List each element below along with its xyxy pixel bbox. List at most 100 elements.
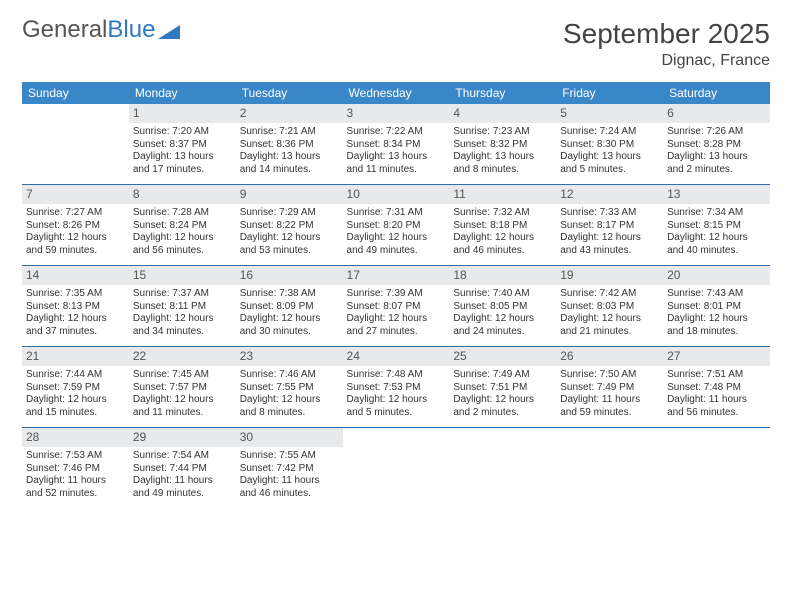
sunrise-text: Sunrise: 7:21 AM: [240, 126, 339, 139]
sunset-text: Sunset: 8:03 PM: [560, 301, 659, 314]
calendar-day-cell: 13Sunrise: 7:34 AMSunset: 8:15 PMDayligh…: [663, 185, 770, 266]
day-number: 7: [22, 185, 129, 204]
sunset-text: Sunset: 7:42 PM: [240, 463, 339, 476]
calendar-day-cell: 1Sunrise: 7:20 AMSunset: 8:37 PMDaylight…: [129, 104, 236, 185]
sunset-text: Sunset: 8:22 PM: [240, 220, 339, 233]
day-number: 16: [236, 266, 343, 285]
daylight-text: Daylight: 13 hours and 8 minutes.: [453, 151, 552, 176]
calendar-week-row: 7Sunrise: 7:27 AMSunset: 8:26 PMDaylight…: [22, 185, 770, 266]
daylight-text: Daylight: 12 hours and 2 minutes.: [453, 394, 552, 419]
day-number: [449, 428, 556, 447]
sunrise-text: Sunrise: 7:32 AM: [453, 207, 552, 220]
month-title: September 2025: [563, 18, 770, 50]
day-number: 18: [449, 266, 556, 285]
day-number: 28: [22, 428, 129, 447]
calendar-day-cell: 3Sunrise: 7:22 AMSunset: 8:34 PMDaylight…: [343, 104, 450, 185]
daylight-text: Daylight: 12 hours and 56 minutes.: [133, 232, 232, 257]
day-number: 6: [663, 104, 770, 123]
calendar-day-cell: 15Sunrise: 7:37 AMSunset: 8:11 PMDayligh…: [129, 266, 236, 347]
sunset-text: Sunset: 8:18 PM: [453, 220, 552, 233]
sunrise-text: Sunrise: 7:26 AM: [667, 126, 766, 139]
sunrise-text: Sunrise: 7:50 AM: [560, 369, 659, 382]
sunset-text: Sunset: 7:57 PM: [133, 382, 232, 395]
daylight-text: Daylight: 13 hours and 2 minutes.: [667, 151, 766, 176]
calendar-day-cell: 5Sunrise: 7:24 AMSunset: 8:30 PMDaylight…: [556, 104, 663, 185]
calendar-day-cell: [449, 428, 556, 509]
sunrise-text: Sunrise: 7:43 AM: [667, 288, 766, 301]
day-number: 4: [449, 104, 556, 123]
day-number: [343, 428, 450, 447]
daylight-text: Daylight: 12 hours and 53 minutes.: [240, 232, 339, 257]
sunrise-text: Sunrise: 7:51 AM: [667, 369, 766, 382]
weekday-header: Monday: [129, 82, 236, 104]
sunset-text: Sunset: 8:05 PM: [453, 301, 552, 314]
sunset-text: Sunset: 8:36 PM: [240, 139, 339, 152]
calendar-day-cell: 7Sunrise: 7:27 AMSunset: 8:26 PMDaylight…: [22, 185, 129, 266]
day-number: 5: [556, 104, 663, 123]
weekday-header: Tuesday: [236, 82, 343, 104]
calendar-day-cell: [343, 428, 450, 509]
sunset-text: Sunset: 8:37 PM: [133, 139, 232, 152]
day-number: 17: [343, 266, 450, 285]
calendar-day-cell: 18Sunrise: 7:40 AMSunset: 8:05 PMDayligh…: [449, 266, 556, 347]
brand-logo: GeneralBlue: [22, 18, 180, 42]
sunset-text: Sunset: 8:15 PM: [667, 220, 766, 233]
weekday-header-row: SundayMondayTuesdayWednesdayThursdayFrid…: [22, 82, 770, 104]
calendar-day-cell: 6 Sunrise: 7:26 AMSunset: 8:28 PMDaylight…: [663, 104, 770, 185]
day-number: 23: [236, 347, 343, 366]
sunset-text: Sunset: 8:34 PM: [347, 139, 446, 152]
day-number: 19: [556, 266, 663, 285]
calendar-week-row: 14Sunrise: 7:35 AMSunset: 8:13 PMDayligh…: [22, 266, 770, 347]
calendar-day-cell: 22Sunrise: 7:45 AMSunset: 7:57 PMDayligh…: [129, 347, 236, 428]
brand-part1: General: [22, 18, 107, 42]
calendar-body: 1Sunrise: 7:20 AMSunset: 8:37 PMDaylight…: [22, 104, 770, 508]
calendar-day-cell: 14Sunrise: 7:35 AMSunset: 8:13 PMDayligh…: [22, 266, 129, 347]
weekday-header: Saturday: [663, 82, 770, 104]
calendar-day-cell: 19Sunrise: 7:42 AMSunset: 8:03 PMDayligh…: [556, 266, 663, 347]
calendar-day-cell: 11Sunrise: 7:32 AMSunset: 8:18 PMDayligh…: [449, 185, 556, 266]
calendar-table: SundayMondayTuesdayWednesdayThursdayFrid…: [22, 82, 770, 508]
sunrise-text: Sunrise: 7:33 AM: [560, 207, 659, 220]
calendar-day-cell: 24 Sunrise: 7:48 AMSunset: 7:53 PMDayligh…: [343, 347, 450, 428]
sunset-text: Sunset: 7:46 PM: [26, 463, 125, 476]
calendar-day-cell: 29Sunrise: 7:54 AMSunset: 7:44 PMDayligh…: [129, 428, 236, 509]
sunrise-text: Sunrise: 7:45 AM: [133, 369, 232, 382]
daylight-text: Daylight: 11 hours and 56 minutes.: [667, 394, 766, 419]
day-number: 24: [343, 347, 450, 366]
sunset-text: Sunset: 8:28 PM: [667, 139, 766, 152]
sunrise-text: Sunrise: 7:42 AM: [560, 288, 659, 301]
calendar-day-cell: [556, 428, 663, 509]
day-number: 29: [129, 428, 236, 447]
sunset-text: Sunset: 8:30 PM: [560, 139, 659, 152]
sunrise-text: Sunrise: 7:48 AM: [347, 369, 446, 382]
daylight-text: Daylight: 12 hours and 49 minutes.: [347, 232, 446, 257]
sunrise-text: Sunrise: 7:53 AM: [26, 450, 125, 463]
brand-part2: Blue: [107, 18, 155, 42]
calendar-week-row: 28Sunrise: 7:53 AMSunset: 7:46 PMDayligh…: [22, 428, 770, 509]
day-number: 8: [129, 185, 236, 204]
day-number: 2: [236, 104, 343, 123]
daylight-text: Daylight: 13 hours and 5 minutes.: [560, 151, 659, 176]
daylight-text: Daylight: 11 hours and 46 minutes.: [240, 475, 339, 500]
sunset-text: Sunset: 8:07 PM: [347, 301, 446, 314]
sunrise-text: Sunrise: 7:38 AM: [240, 288, 339, 301]
location-label: Dignac, France: [563, 52, 770, 70]
day-number: 12: [556, 185, 663, 204]
daylight-text: Daylight: 11 hours and 59 minutes.: [560, 394, 659, 419]
sunset-text: Sunset: 8:13 PM: [26, 301, 125, 314]
daylight-text: Daylight: 12 hours and 8 minutes.: [240, 394, 339, 419]
daylight-text: Daylight: 12 hours and 59 minutes.: [26, 232, 125, 257]
sunrise-text: Sunrise: 7:27 AM: [26, 207, 125, 220]
day-number: 15: [129, 266, 236, 285]
sunrise-text: Sunrise: 7:28 AM: [133, 207, 232, 220]
calendar-day-cell: 30Sunrise: 7:55 AMSunset: 7:42 PMDayligh…: [236, 428, 343, 509]
sunrise-text: Sunrise: 7:54 AM: [133, 450, 232, 463]
daylight-text: Daylight: 12 hours and 5 minutes.: [347, 394, 446, 419]
sunset-text: Sunset: 7:59 PM: [26, 382, 125, 395]
sunset-text: Sunset: 7:53 PM: [347, 382, 446, 395]
sunset-text: Sunset: 7:51 PM: [453, 382, 552, 395]
daylight-text: Daylight: 11 hours and 52 minutes.: [26, 475, 125, 500]
sunset-text: Sunset: 8:32 PM: [453, 139, 552, 152]
sunrise-text: Sunrise: 7:22 AM: [347, 126, 446, 139]
calendar-day-cell: [22, 104, 129, 185]
